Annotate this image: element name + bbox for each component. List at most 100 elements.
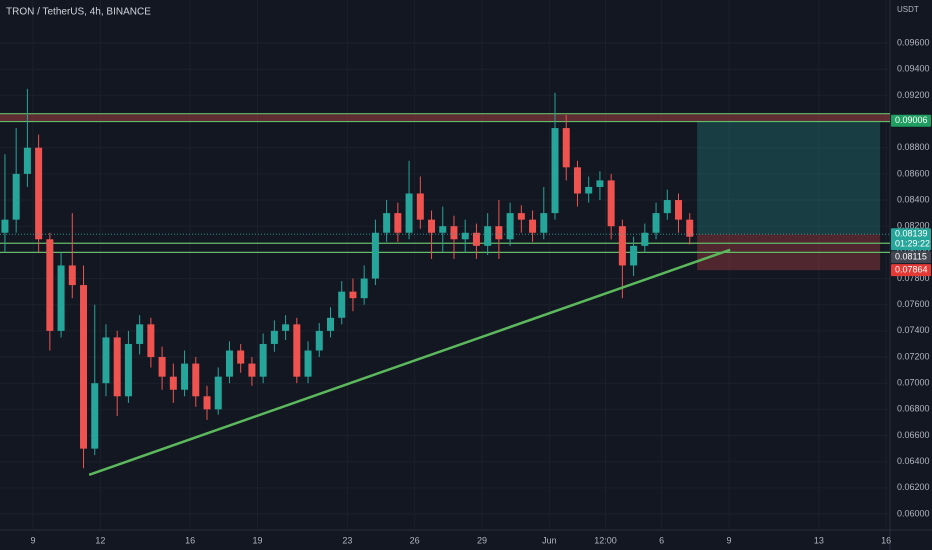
candle-body [472,232,480,246]
candle-body [225,350,233,377]
resistance-zone [0,113,890,122]
y-tick-label: 0.08200 [897,221,930,231]
x-tick-label: 12 [95,535,105,545]
candle-body [461,232,469,240]
candle-body [91,383,99,449]
candle-body [1,219,9,233]
x-tick-label: 16 [881,535,891,545]
y-tick-label: 0.06600 [897,430,930,440]
candle-body [147,324,155,358]
candle-body [113,337,121,397]
candle-body [237,350,245,364]
candle-body [551,128,559,214]
candle-body [371,232,379,279]
candle-body [540,213,548,233]
candle-body [158,357,166,377]
candle-body [484,226,492,246]
candle-body [506,213,514,240]
target-label: 0.09006 [895,115,928,125]
x-tick-label: 16 [185,535,195,545]
y-tick-label: 0.09400 [897,64,930,74]
y-tick-label: 0.07400 [897,325,930,335]
candle-body [517,213,525,220]
candle-body [394,213,402,233]
candle-body [181,363,189,390]
candle-body [326,317,334,331]
candle-body [529,219,537,233]
candle-body [304,350,312,377]
entry-label-bg [891,228,931,251]
chart-title: TRON / TetherUS, 4h, BINANCE [6,7,151,18]
y-tick-label: 0.07600 [897,299,930,309]
candle-body [35,147,43,240]
candle-body [641,232,649,246]
candle-body [46,239,54,331]
stop-label-bg [891,264,931,277]
candle-body [439,226,447,233]
y-tick-label: 0.07200 [897,351,930,361]
y-tick-label: 0.07800 [897,273,930,283]
y-tick-label: 0.06400 [897,456,930,466]
y-tick-label: 0.06800 [897,404,930,414]
candle-body [618,226,626,266]
candle-body [80,285,88,449]
candle-body [573,167,581,194]
candle-body [259,343,267,377]
x-tick-label: 23 [342,535,352,545]
x-tick-label: Jun [542,535,557,545]
y-tick-label: 0.09200 [897,90,930,100]
entry-label: 0.08139 [895,229,928,239]
candle-body [57,265,65,331]
candle-body [315,330,323,351]
x-tick-label: 9 [727,535,732,545]
candle-body [416,193,424,220]
candle-body [12,173,20,220]
x-tick-label: 9 [30,535,35,545]
candle-body [686,219,694,237]
y-tick-label: 0.08800 [897,142,930,152]
profit-zone [697,120,881,235]
marker-label: 0.08115 [895,252,927,262]
x-tick-label: 19 [253,535,263,545]
candle-body [360,278,368,299]
candle-body [450,226,458,240]
candle-body [495,226,503,240]
y-tick-label: 0.06000 [897,508,930,518]
candle-body [169,376,177,390]
countdown: 01:29:22 [895,239,930,249]
candle-body [349,291,357,299]
candle-body [585,186,593,194]
x-tick-label: 6 [659,535,664,545]
candle-body [203,396,211,410]
candle-body [383,213,391,233]
candle-body [282,324,290,331]
target-label-bg [891,114,931,127]
candle-body [68,265,76,286]
candle-body [675,200,683,220]
x-tick-label: 12:00 [594,535,617,545]
candle-body [630,245,638,266]
stop-label: 0.07864 [895,265,928,275]
y-tick-label: 0.06200 [897,482,930,492]
y-tick-label: 0.07000 [897,378,930,388]
candle-body [214,376,222,410]
candle-body [136,324,144,344]
y-tick-label: 0.09600 [897,37,930,47]
y-tick-label: 0.08400 [897,194,930,204]
candle-body [338,291,346,318]
candle-body [652,213,660,233]
price-axis-unit: USDT [897,5,919,14]
candle-body [124,343,132,397]
candle-body [293,324,301,377]
candle-body [562,128,570,168]
candle-body [192,363,200,397]
candle-body [270,330,278,344]
trendline [88,248,731,476]
candle-body [23,147,31,174]
x-tick-label: 13 [814,535,824,545]
x-tick-label: 26 [410,535,420,545]
candle-body [428,219,436,233]
